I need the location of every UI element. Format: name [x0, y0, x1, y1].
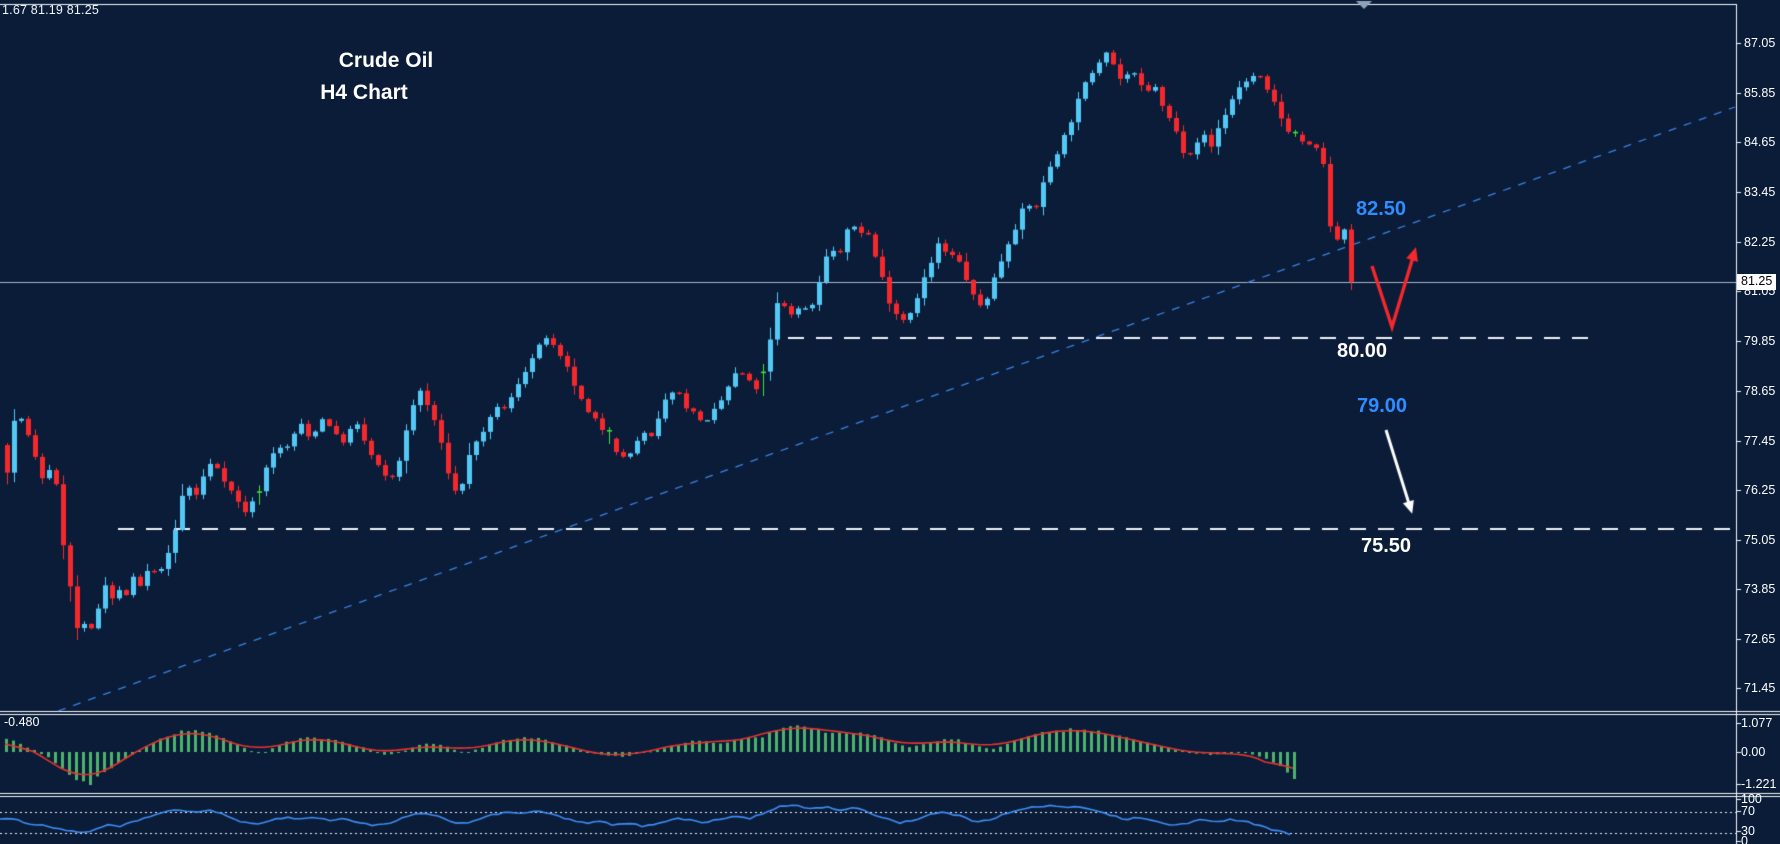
price-tick-84.65: 84.65: [1744, 135, 1776, 149]
price-tick-75.05: 75.05: [1744, 533, 1776, 547]
osc-tick-0: 0: [1741, 834, 1748, 844]
price-tick-73.85: 73.85: [1744, 582, 1776, 596]
macd-tick-0.00: 0.00: [1741, 745, 1766, 759]
price-level-label-support-8000: 80.00: [1337, 340, 1388, 362]
price-level-label-target-7550: 75.50: [1361, 535, 1412, 557]
macd-tick-1.077: 1.077: [1741, 716, 1773, 730]
osc-tick-100: 100: [1741, 792, 1762, 806]
ohlc-readout: 1.67 81.19 81.25: [2, 3, 100, 17]
price-tick-72.65: 72.65: [1744, 632, 1776, 646]
osc-tick-30: 30: [1741, 824, 1755, 838]
price-tick-82.25: 82.25: [1744, 235, 1776, 249]
price-tick-83.45: 83.45: [1744, 185, 1776, 199]
chart-title-timeframe: H4 Chart: [320, 81, 408, 104]
chart-title-symbol: Crude Oil: [338, 49, 434, 72]
price-tick-87.05: 87.05: [1744, 36, 1776, 50]
osc-tick-70: 70: [1741, 804, 1755, 818]
macd-tick--1.221: -1.221: [1741, 777, 1777, 791]
macd-current-value: -0.480: [4, 715, 40, 729]
price-tick-71.45: 71.45: [1744, 681, 1776, 695]
price-level-label-resistance-8250: 82.50: [1356, 198, 1407, 220]
price-tick-76.25: 76.25: [1744, 483, 1776, 497]
current-price-badge: 81.25: [1737, 274, 1777, 290]
price-tick-79.85: 79.85: [1744, 334, 1776, 348]
price-tick-78.65: 78.65: [1744, 384, 1776, 398]
price-level-label-target-7900: 79.00: [1357, 395, 1408, 417]
price-tick-85.85: 85.85: [1744, 86, 1776, 100]
price-tick-77.45: 77.45: [1744, 434, 1776, 448]
